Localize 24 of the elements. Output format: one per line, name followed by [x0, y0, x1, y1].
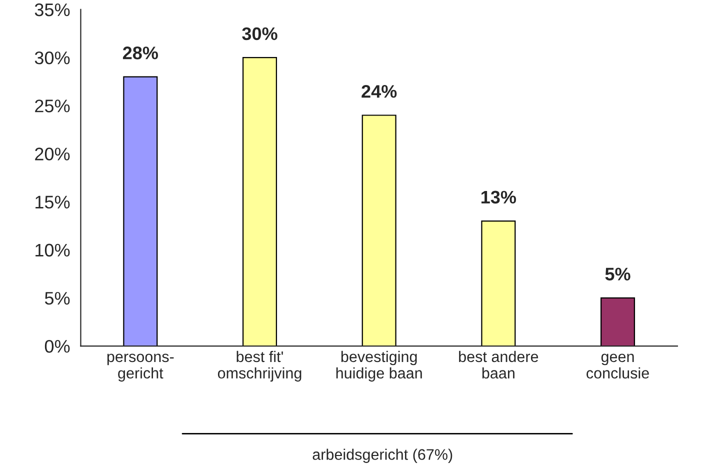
data-label: 13% [481, 190, 516, 204]
y-tick-label: 5% [44, 292, 70, 305]
x-tick-label: persoons- gericht [107, 354, 174, 382]
y-tick-label: 15% [36, 196, 70, 209]
x-tick-label: best fit' omschrijving [218, 350, 302, 382]
bar [600, 297, 636, 346]
x-tick-label: bevestiging huidige baan [336, 350, 422, 382]
y-tick-label: 35% [34, 3, 70, 16]
y-tick-label: 30% [34, 51, 70, 64]
y-tick-label: 10% [36, 244, 70, 257]
x-tick-label: geen conclusie [586, 354, 649, 379]
y-tick-label: 25% [35, 100, 70, 112]
data-label: 30% [242, 27, 278, 40]
y-tick-label: 20% [35, 148, 70, 160]
bar [481, 220, 516, 346]
data-label: 24% [362, 85, 397, 98]
data-label: 28% [122, 46, 158, 60]
y-tick-label: 0% [44, 340, 70, 353]
bar [123, 76, 158, 346]
bar [362, 114, 396, 346]
data-label: 5% [605, 268, 630, 280]
bar [242, 57, 278, 346]
text: arbeidsgericht (67%) [312, 448, 452, 463]
x-tick-label: best andere baan [459, 350, 538, 379]
